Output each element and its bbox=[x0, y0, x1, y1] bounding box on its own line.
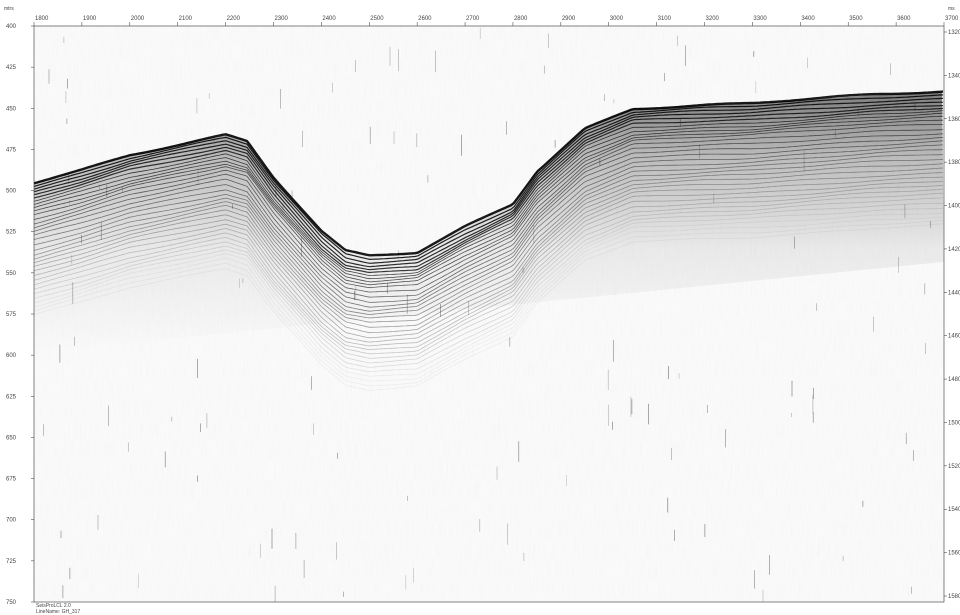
left-tick-label: 500 bbox=[6, 189, 17, 195]
reflector-line bbox=[34, 90, 944, 257]
top-tick-label: 1800 bbox=[35, 16, 49, 22]
left-depth-axis: 400 425 450 475 500 525 550 575 600 625 650 675 700 7… bbox=[6, 24, 34, 606]
reflector-line bbox=[34, 124, 944, 289]
reflector-line bbox=[34, 94, 944, 261]
left-tick-label: 700 bbox=[6, 518, 17, 524]
left-tick-label: 600 bbox=[6, 353, 17, 359]
reflector-line bbox=[34, 167, 944, 334]
reflector-line bbox=[34, 144, 944, 312]
reflector-line bbox=[34, 163, 944, 328]
reflector-line bbox=[34, 97, 944, 264]
reflector-line bbox=[34, 129, 944, 293]
reflector-line bbox=[34, 115, 944, 283]
left-tick-label: 575 bbox=[6, 312, 17, 318]
reflector-line bbox=[34, 212, 944, 377]
top-tick-label: 3300 bbox=[753, 16, 767, 22]
noise-streaks bbox=[43, 27, 931, 602]
top-tick-label: 3100 bbox=[658, 16, 672, 22]
reflector-line bbox=[34, 185, 944, 351]
top-tick-label: 3700 bbox=[945, 16, 959, 22]
reflector-line bbox=[34, 133, 944, 298]
reflector-line bbox=[34, 154, 944, 319]
reflector-line bbox=[34, 223, 944, 391]
left-tick-label: 525 bbox=[6, 230, 17, 236]
reflector-line bbox=[34, 119, 943, 286]
top-tick-label: 3400 bbox=[801, 16, 815, 22]
right-tick-label: 1480 bbox=[948, 377, 960, 383]
reflector-line bbox=[34, 192, 944, 359]
reflector-line bbox=[34, 105, 944, 271]
left-tick-label: 650 bbox=[6, 435, 17, 441]
right-tick-label: 1440 bbox=[948, 290, 960, 296]
sediment-layer bbox=[34, 91, 944, 353]
reflector-line bbox=[34, 110, 944, 276]
top-tick-label: 2900 bbox=[562, 16, 576, 22]
right-tick-label: 1380 bbox=[948, 160, 960, 166]
left-tick-label: 425 bbox=[6, 65, 17, 71]
reflector-line bbox=[34, 136, 944, 303]
line-name-label: LineName: GH_317 bbox=[36, 609, 81, 615]
reflector-line bbox=[34, 158, 944, 323]
left-tick-label: 625 bbox=[6, 394, 17, 400]
reflector-line bbox=[34, 216, 944, 382]
reflector-line bbox=[34, 172, 944, 339]
left-tick-label: 750 bbox=[6, 600, 17, 606]
reflector-line bbox=[34, 219, 944, 387]
top-tick-label: 2400 bbox=[322, 16, 336, 22]
right-time-axis: 1320 1340 1360 1380 1400 1420 1440 1460 1480 1500… bbox=[944, 30, 960, 600]
reflector-line bbox=[34, 202, 943, 368]
right-tick-label: 1400 bbox=[948, 204, 960, 210]
top-tick-label: 2800 bbox=[514, 16, 528, 22]
top-tick-label: 3000 bbox=[610, 16, 624, 22]
left-tick-label: 675 bbox=[6, 477, 17, 483]
right-tick-label: 1540 bbox=[948, 507, 960, 513]
left-tick-label: 400 bbox=[6, 24, 17, 30]
reflector-line bbox=[34, 107, 944, 274]
top-tick-label: 1900 bbox=[83, 16, 97, 22]
top-tick-label: 3600 bbox=[897, 16, 911, 22]
top-tick-label: 2000 bbox=[131, 16, 145, 22]
top-distance-axis: 1800 1900 2000 2100 2200 2300 2400 2500 2600 2700… bbox=[33, 16, 959, 26]
left-tick-label: 550 bbox=[6, 271, 17, 277]
left-tick-label: 725 bbox=[6, 559, 17, 565]
reflector-line bbox=[34, 112, 944, 280]
right-axis-unit: ms bbox=[948, 6, 955, 12]
right-tick-label: 1420 bbox=[948, 247, 960, 253]
top-tick-label: 2200 bbox=[227, 16, 241, 22]
top-axis-unit: mtrs bbox=[4, 6, 14, 12]
reflector-line bbox=[34, 101, 943, 268]
right-tick-label: 1560 bbox=[948, 551, 960, 557]
top-tick-label: 2100 bbox=[179, 16, 193, 22]
reflector-line bbox=[34, 149, 943, 315]
right-tick-label: 1580 bbox=[948, 594, 960, 600]
sediment-body bbox=[34, 91, 944, 353]
reflector-line bbox=[34, 188, 944, 355]
top-tick-label: 3500 bbox=[849, 16, 863, 22]
right-tick-label: 1360 bbox=[948, 117, 960, 123]
reflector-line bbox=[34, 140, 944, 308]
footer-metadata: SeisProLCL 2.0 LineName: GH_317 bbox=[36, 603, 80, 615]
right-tick-label: 1320 bbox=[948, 30, 960, 36]
software-label: SeisProLCL 2.0 bbox=[36, 603, 71, 609]
right-tick-label: 1500 bbox=[948, 420, 960, 426]
reflector-line bbox=[34, 197, 944, 364]
top-tick-label: 2300 bbox=[274, 16, 288, 22]
reflector-line bbox=[34, 208, 944, 373]
right-tick-label: 1520 bbox=[948, 464, 960, 470]
reflector-line bbox=[34, 181, 944, 347]
right-tick-label: 1460 bbox=[948, 334, 960, 340]
reflector-line bbox=[34, 176, 943, 343]
top-tick-label: 2700 bbox=[466, 16, 480, 22]
reflector-lines bbox=[34, 90, 944, 391]
left-tick-label: 475 bbox=[6, 147, 17, 153]
right-tick-label: 1340 bbox=[948, 73, 960, 79]
top-tick-label: 2500 bbox=[370, 16, 384, 22]
top-tick-label: 2600 bbox=[418, 16, 432, 22]
top-tick-label: 3200 bbox=[706, 16, 720, 22]
left-tick-label: 450 bbox=[6, 106, 17, 112]
